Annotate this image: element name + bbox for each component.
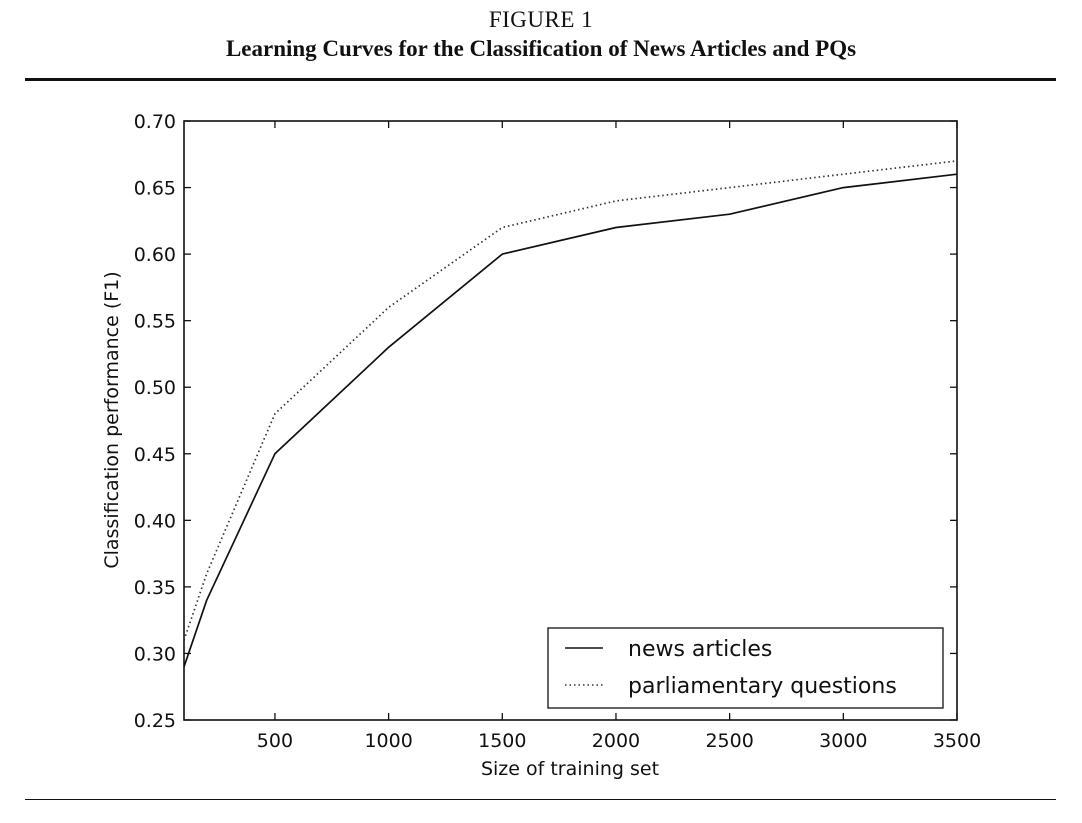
legend-label-news-articles: news articles [628, 637, 772, 662]
y-tick-label: 0.50 [134, 377, 176, 399]
x-tick-label: 1500 [478, 730, 526, 752]
axis-ticks: 500 1000 1500 2000 2500 3000 3500 0.25 0.30 0.35 0… [134, 111, 981, 752]
x-tick-label: 3500 [933, 730, 981, 752]
x-tick-label: 500 [257, 730, 293, 752]
y-tick-label: 0.30 [134, 643, 176, 665]
y-tick-label: 0.65 [134, 178, 176, 200]
legend-box [547, 627, 944, 709]
legend-label-parliamentary-questions: parliamentary questions [628, 674, 897, 699]
x-tick-label: 1000 [364, 730, 412, 752]
bottom-rule [25, 799, 1056, 800]
legend: news articles parliamentary questions [547, 627, 944, 709]
series-line-parliamentary-questions [183, 160, 958, 641]
y-tick-label: 0.40 [134, 510, 176, 532]
y-tick-label: 0.45 [134, 444, 176, 466]
y-tick-label: 0.60 [134, 244, 176, 266]
x-tick-label: 2000 [592, 730, 640, 752]
y-axis-label: Classification performance (F1) [101, 271, 123, 568]
top-rule [25, 78, 1056, 81]
y-tick-label: 0.25 [134, 710, 176, 732]
plot-frame [183, 120, 958, 721]
y-tick-label: 0.55 [134, 311, 176, 333]
x-axis-label: Size of training set [481, 758, 659, 780]
figure-header: FIGURE 1 Learning Curves for the Classif… [0, 6, 1082, 64]
figure-title: Learning Curves for the Classification o… [225, 36, 857, 61]
series-line-news-articles [183, 173, 958, 668]
y-tick-label: 0.70 [134, 111, 176, 133]
figure-number: FIGURE 1 [488, 7, 594, 32]
line-chart: 500 1000 1500 2000 2500 3000 3500 0.25 0.30 0.35 0… [101, 111, 981, 780]
x-tick-label: 3000 [819, 730, 867, 752]
series-lines [183, 160, 958, 668]
x-tick-label: 2500 [705, 730, 753, 752]
y-tick-label: 0.35 [134, 577, 176, 599]
